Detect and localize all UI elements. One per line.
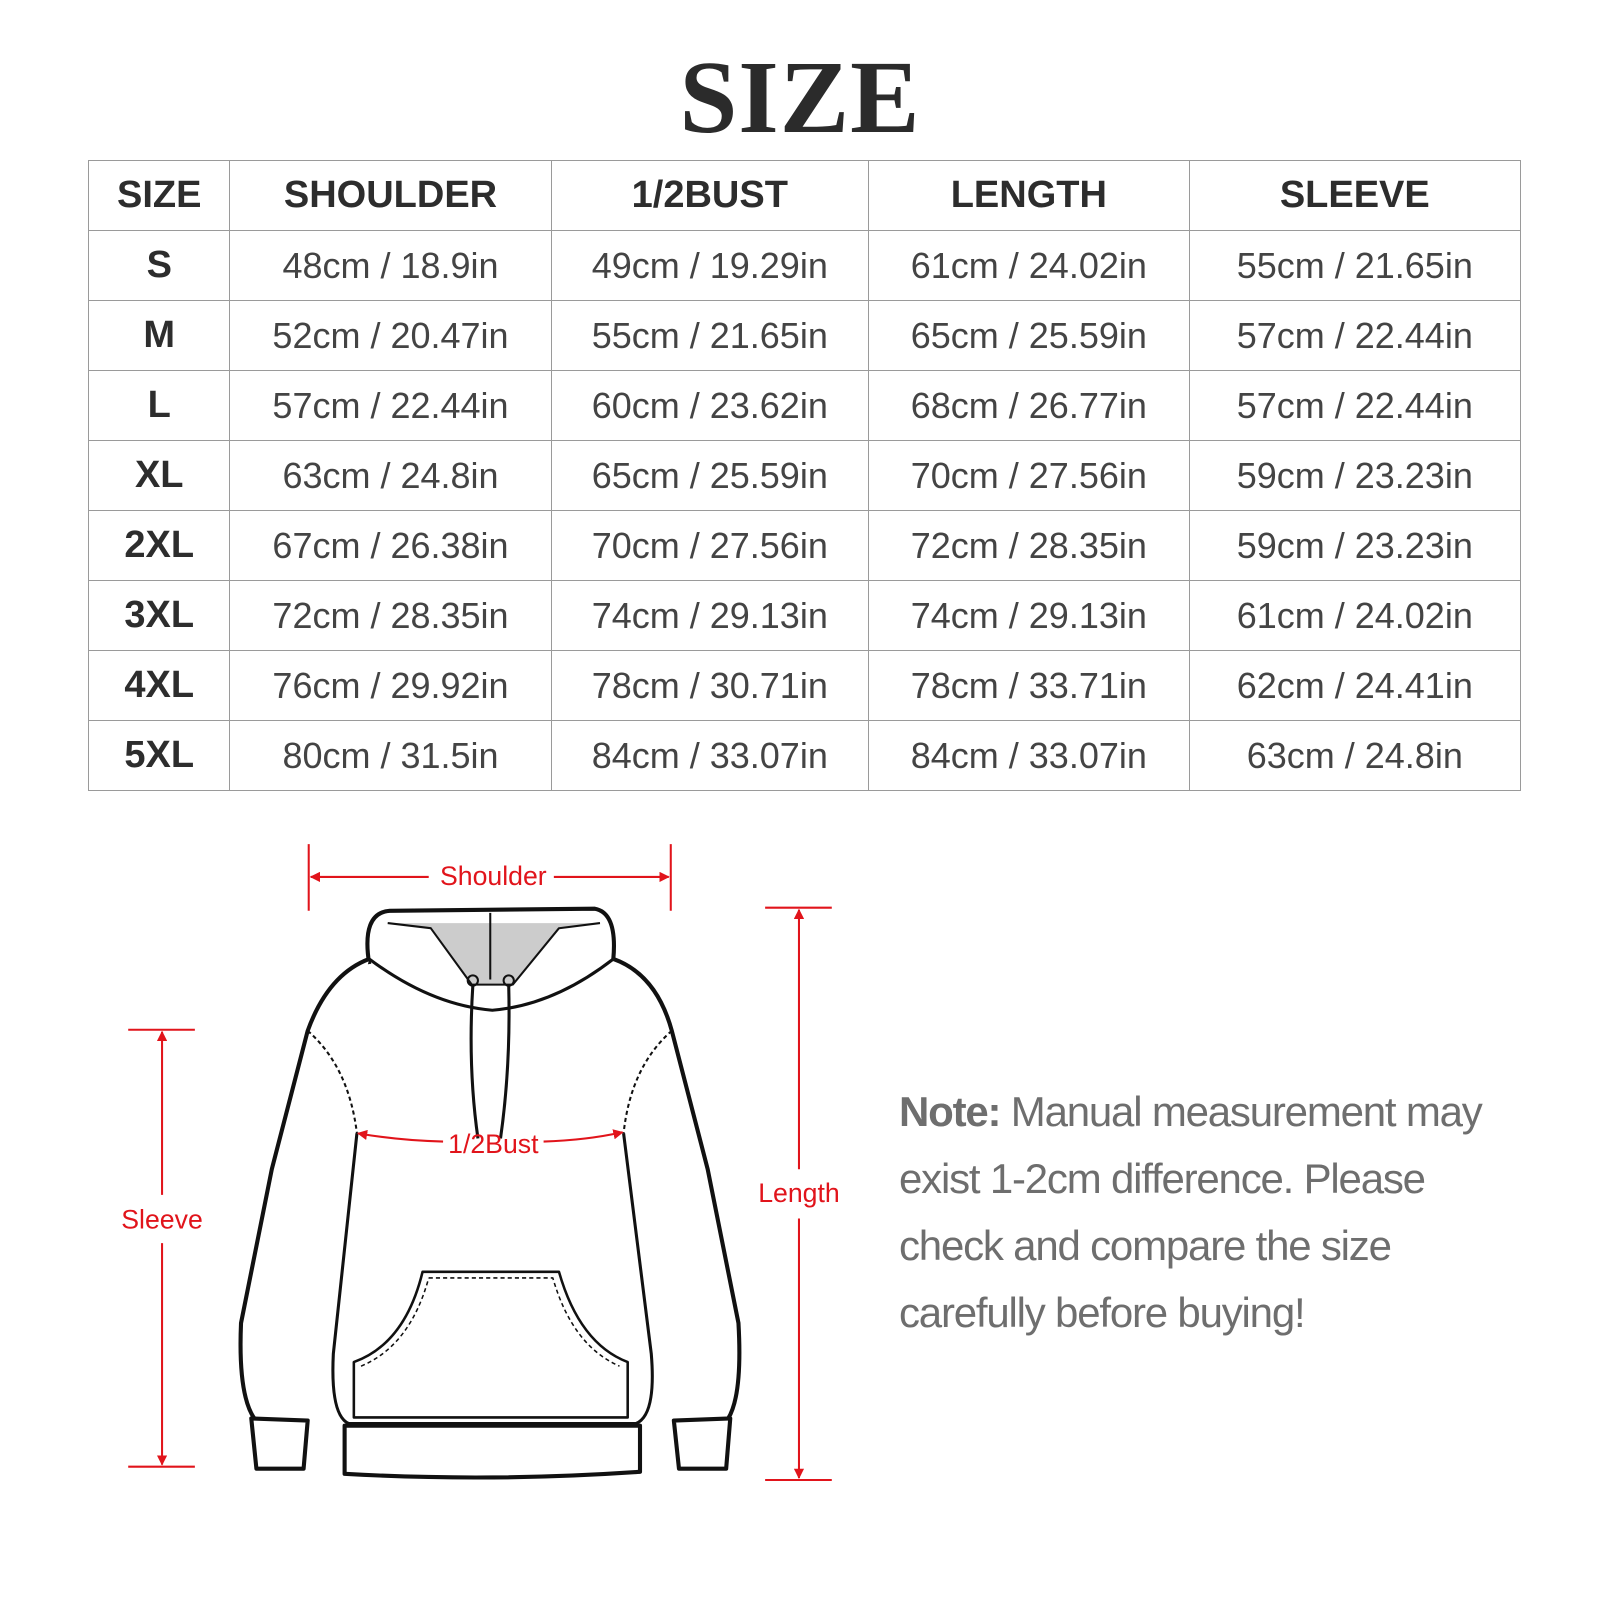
measurement-cell: 55cm / 21.65in: [550, 300, 870, 371]
measurement-cell: 72cm / 28.35in: [868, 510, 1190, 581]
measurement-cell: 74cm / 29.13in: [550, 580, 870, 651]
measurement-note: Note: Manual measurement may exist 1-2cm…: [899, 1078, 1539, 1346]
column-header: SLEEVE: [1188, 160, 1522, 231]
sleeve-measure: [128, 1028, 195, 1468]
table-row: L 57cm / 22.44in 60cm / 23.62in 68cm / 26.7…: [87, 370, 1522, 441]
bust-measure: [356, 1129, 624, 1143]
shoulder-label: Shoulder: [440, 861, 547, 891]
measurement-cell: 67cm / 26.38in: [229, 510, 552, 581]
measurement-cell: 57cm / 22.44in: [1188, 370, 1522, 441]
size-cell: M: [87, 300, 231, 371]
note-text: Manual measurement may exist 1-2cm diffe…: [899, 1088, 1483, 1336]
hoodie-illustration: [238, 906, 742, 1480]
measurement-cell: 61cm / 24.02in: [1188, 580, 1522, 651]
measurement-cell: 84cm / 33.07in: [550, 720, 870, 791]
measurement-cell: 62cm / 24.41in: [1188, 650, 1522, 721]
table-row: 2XL 67cm / 26.38in 70cm / 27.56in 72cm / 28…: [87, 510, 1522, 581]
measurement-cell: 59cm / 23.23in: [1188, 510, 1522, 581]
size-cell: L: [87, 370, 231, 441]
size-cell: XL: [87, 440, 231, 511]
page-title: SIZE: [679, 40, 921, 155]
measurement-cell: 57cm / 22.44in: [229, 370, 552, 441]
measurement-cell: 68cm / 26.77in: [868, 370, 1190, 441]
column-header: 1/2BUST: [550, 160, 870, 231]
measurement-cell: 70cm / 27.56in: [550, 510, 870, 581]
measurement-cell: 65cm / 25.59in: [550, 440, 870, 511]
measurement-cell: 61cm / 24.02in: [868, 230, 1190, 301]
length-label: Length: [758, 1178, 840, 1208]
table-row: S 48cm / 18.9in 49cm / 19.29in 61cm / 24.02…: [87, 230, 1522, 301]
measurement-cell: 57cm / 22.44in: [1188, 300, 1522, 371]
size-cell: 3XL: [87, 580, 231, 651]
measurement-cell: 65cm / 25.59in: [868, 300, 1190, 371]
size-cell: 4XL: [87, 650, 231, 721]
bust-label: 1/2Bust: [448, 1129, 539, 1159]
measurement-cell: 76cm / 29.92in: [229, 650, 552, 721]
measurement-cell: 48cm / 18.9in: [229, 230, 552, 301]
measurement-cell: 80cm / 31.5in: [229, 720, 552, 791]
table-row: 4XL 76cm / 29.92in 78cm / 30.71in 78cm / 33…: [87, 650, 1522, 721]
size-cell: 5XL: [87, 720, 231, 791]
measurement-cell: 52cm / 20.47in: [229, 300, 552, 371]
measurement-cell: 60cm / 23.62in: [550, 370, 870, 441]
size-cell: S: [87, 230, 231, 301]
measurement-cell: 63cm / 24.8in: [1188, 720, 1522, 791]
table-row: 3XL 72cm / 28.35in 74cm / 29.13in 74cm / 29…: [87, 580, 1522, 651]
measurement-cell: 70cm / 27.56in: [868, 440, 1190, 511]
measurement-cell: 78cm / 30.71in: [550, 650, 870, 721]
column-header: SIZE: [87, 160, 231, 231]
measurement-cell: 55cm / 21.65in: [1188, 230, 1522, 301]
measurement-cell: 63cm / 24.8in: [229, 440, 552, 511]
table-row: M 52cm / 20.47in 55cm / 21.65in 65cm / 25.5…: [87, 300, 1522, 371]
column-header: LENGTH: [868, 160, 1190, 231]
sleeve-label: Sleeve: [121, 1205, 203, 1235]
measurement-cell: 59cm / 23.23in: [1188, 440, 1522, 511]
length-measure: [765, 906, 832, 1482]
table-header-row: SIZE SHOULDER 1/2BUST LENGTH SLEEVE: [87, 160, 1522, 231]
note-label: Note:: [899, 1088, 1002, 1135]
measurement-cell: 84cm / 33.07in: [868, 720, 1190, 791]
measurement-cell: 72cm / 28.35in: [229, 580, 552, 651]
shoulder-measure: [307, 844, 672, 911]
measurement-cell: 74cm / 29.13in: [868, 580, 1190, 651]
table-row: XL 63cm / 24.8in 65cm / 25.59in 70cm / 27.5…: [87, 440, 1522, 511]
table-row: 5XL 80cm / 31.5in 84cm / 33.07in 84cm / 33.…: [87, 720, 1522, 791]
measurement-cell: 49cm / 19.29in: [550, 230, 870, 301]
size-table: SIZE SHOULDER 1/2BUST LENGTH SLEEVE S 48cm / …: [87, 160, 1522, 791]
